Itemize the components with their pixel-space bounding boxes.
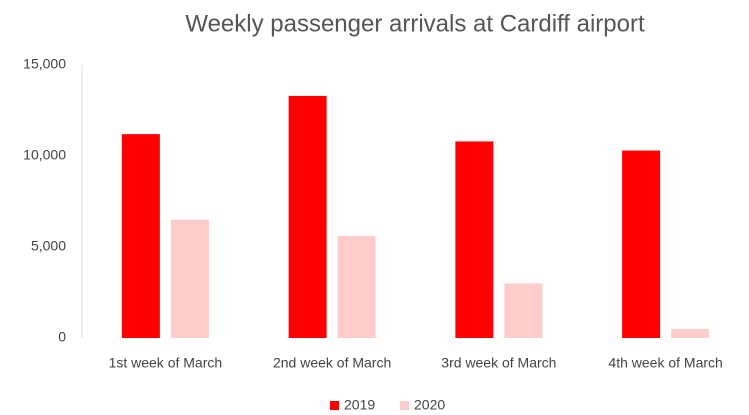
bar	[288, 95, 327, 338]
x-tick-label: 2nd week of March	[273, 355, 391, 371]
bar	[337, 236, 376, 338]
x-tick-label: 3rd week of March	[441, 355, 556, 371]
bar	[671, 328, 710, 338]
bar	[622, 150, 661, 338]
legend-swatch	[330, 401, 339, 410]
chart-title: Weekly passenger arrivals at Cardiff air…	[185, 10, 645, 37]
bar	[504, 283, 543, 338]
y-tick-label: 10,000	[23, 147, 66, 163]
bar	[455, 141, 494, 338]
x-tick-label: 4th week of March	[608, 355, 722, 371]
legend-swatch	[400, 401, 409, 410]
y-tick-label: 15,000	[23, 56, 66, 72]
y-tick-label: 5,000	[31, 238, 66, 254]
bar	[121, 134, 160, 338]
y-tick-label: 0	[58, 329, 66, 345]
bar	[170, 219, 209, 338]
legend-label: 2019	[344, 397, 375, 413]
x-tick-label: 1st week of March	[109, 355, 223, 371]
legend-label: 2020	[414, 397, 445, 413]
